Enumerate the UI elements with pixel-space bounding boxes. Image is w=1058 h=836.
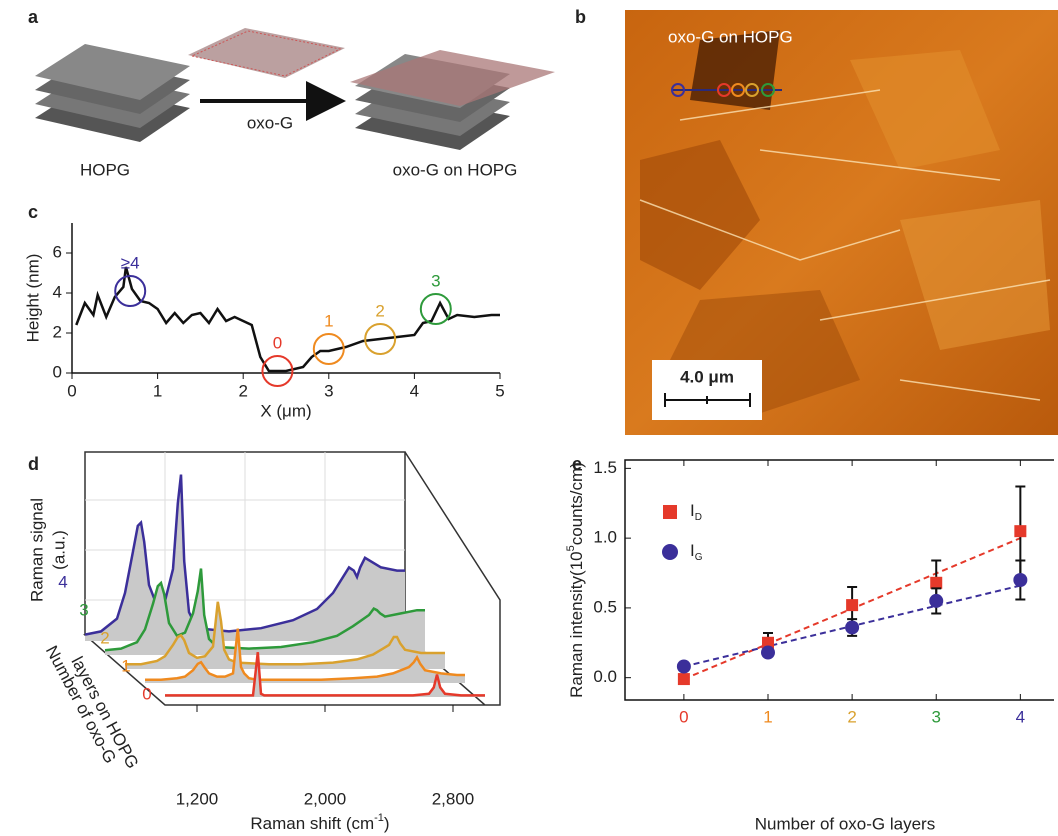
y-tick-label: 0.5 [593,597,617,616]
legend-name: I [690,501,695,520]
annotation-circle [261,355,294,387]
annotation: 1 [324,311,333,330]
x-tick-label: 4 [410,381,419,400]
annotation-circle [312,333,345,365]
x-tick-label: 1,200 [176,789,219,808]
image-caption: oxo-G on HOPG [668,27,793,46]
x-tick-label: 2 [847,707,856,726]
spectrum [145,628,465,682]
series-label: 0 [142,684,151,703]
x-axis-label: Number of oxo-G layers [755,814,935,833]
arrow-label: oxo-G [247,113,293,132]
y-tick-label: 0 [53,362,62,381]
legend-sub: G [695,552,703,563]
annotation-circle [114,275,147,307]
label-sup: 5 [565,545,577,551]
legend-sub: D [695,512,702,523]
panel-label: c [28,202,38,222]
marker [676,659,691,674]
annotation: ≥4 [121,253,140,272]
marker [845,620,860,635]
marker [677,673,690,686]
y-tick-label: 2 [53,322,62,341]
axis-label: Raman shift (cm-1) [250,812,389,834]
y-axis-label: Raman signal [27,498,46,602]
profile-line [671,83,782,97]
x-tick-label: 3 [324,381,333,400]
x-tick-label: 2,800 [432,789,475,808]
panel-label: d [28,454,39,474]
hopg-stack [35,44,190,142]
annotation-circle [419,293,452,325]
annotation: 3 [431,271,440,290]
x-tick-label: 2,000 [304,789,347,808]
x-tick-label: 0 [67,381,76,400]
x-axis-label: X (μm) [260,401,311,420]
series-label: 4 [58,572,67,591]
y-tick-label: 0.0 [593,667,617,686]
marker [846,599,859,612]
label-sup: -1 [374,812,384,824]
marker [762,636,774,649]
y-tick-label: 6 [53,242,62,261]
spectrum-area [145,628,465,683]
x-tick-label: 3 [932,707,941,726]
legend-label: IG [690,541,703,562]
legend-name: I [690,541,695,560]
x-tick-label: 5 [495,381,504,400]
back-wall [85,452,405,635]
y-tick-label: 1.0 [593,528,617,547]
series-label: 1 [121,656,130,675]
spectrum [165,652,485,697]
label-part: counts/cm) [567,462,586,545]
y-axis-label: Height (nm) [23,254,42,343]
marker [1013,573,1028,587]
panel-label: e [572,454,582,474]
spectrum [84,474,405,636]
panel-label: a [28,7,39,27]
series-label: 2 [100,628,109,647]
legend-marker [662,544,678,560]
spectrum [125,601,445,666]
axis [71,223,500,374]
marker [930,576,943,589]
series-label: 3 [79,600,88,619]
legend-label: ID [690,501,702,522]
y-tick-label: 1.5 [593,458,617,477]
spectrum [104,568,425,652]
marker [1014,525,1027,538]
x-tick-label: 0 [679,707,688,726]
x-tick-label: 2 [238,381,247,400]
annotation-circle [364,323,397,355]
scale-bar-box [652,360,762,420]
height-profile [75,266,500,373]
y-axis-label: (a.u.) [49,530,68,570]
x-tick-label: 1 [763,707,772,726]
scale-bar [664,393,751,407]
result-stack [350,50,555,150]
x-tick-label: 1 [153,381,162,400]
panel-label: b [575,7,586,27]
axis-label: Raman intensity(105counts/cm) [565,462,587,698]
x-tick-label: 4 [1016,707,1025,726]
label-part: Raman shift (cm [250,814,374,833]
scale-bar-label: 4.0 μm [680,367,734,386]
legend-marker [663,505,677,519]
annotation: 2 [375,301,384,320]
annotation: 0 [273,333,282,352]
axis [624,459,1054,701]
label-part: ) [384,814,390,833]
caption: oxo-G on HOPG [393,160,518,179]
caption: HOPG [80,160,130,179]
marker [929,593,944,608]
marker [761,645,775,660]
y-tick-label: 4 [53,282,62,301]
oxo-g-sheet [188,28,345,78]
label-part: Raman intensity(10 [567,551,586,697]
